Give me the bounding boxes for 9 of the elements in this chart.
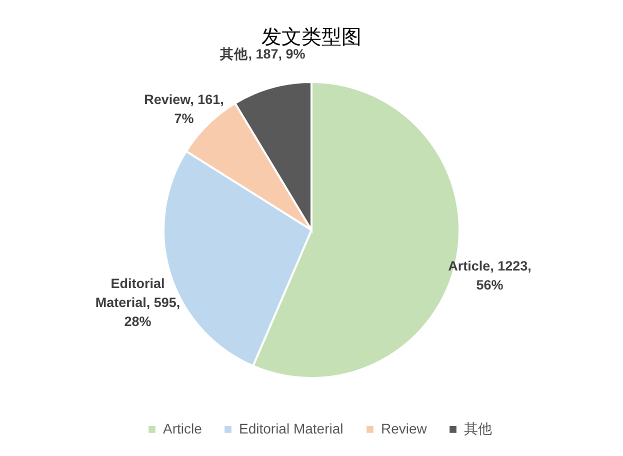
legend-label: Editorial Material: [239, 420, 344, 436]
chart-title: 发文类型图: [262, 26, 362, 49]
data-label: Article, 1223, 56%: [448, 258, 532, 293]
legend-label: Review: [381, 420, 428, 436]
data-label: Review, 161, 7%: [144, 92, 224, 126]
data-label: 其他, 187, 9%: [219, 46, 306, 62]
legend-label: 其他: [464, 420, 492, 436]
legend-label: Article: [163, 420, 202, 436]
data-label: Editorial Material, 595, 28%: [95, 276, 180, 330]
